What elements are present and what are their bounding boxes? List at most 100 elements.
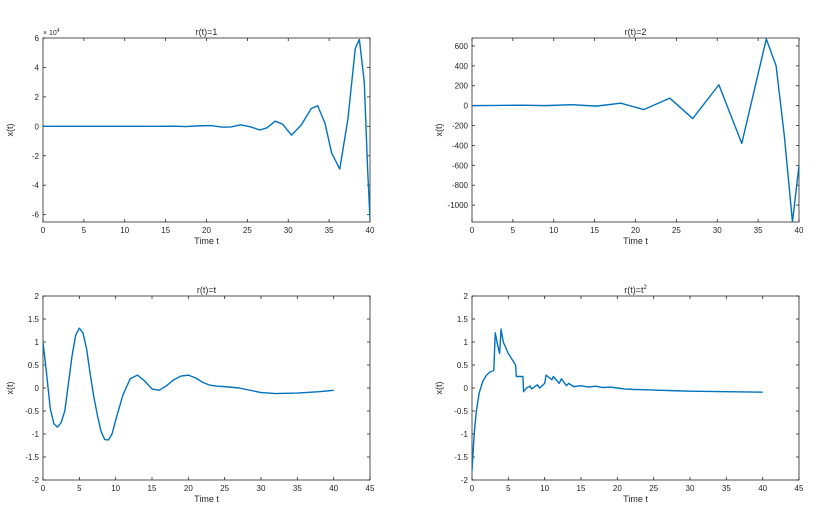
y-tick-label: 2 xyxy=(35,93,40,102)
y-tick-label: 0.5 xyxy=(28,361,40,370)
series-line-1 xyxy=(472,328,763,471)
x-tick-label: 40 xyxy=(329,484,338,493)
y-tick-label: -600 xyxy=(452,161,469,170)
y-tick-label: -0.5 xyxy=(25,407,39,416)
y-tick-label: -1 xyxy=(461,430,469,439)
x-tick-label: 20 xyxy=(631,226,640,235)
chart-title-text: r(t)=t xyxy=(197,285,217,295)
x-tick-label: 40 xyxy=(366,226,375,235)
x-tick-label: 30 xyxy=(284,226,293,235)
x-tick-label: 35 xyxy=(722,484,731,493)
x-tick-label: 5 xyxy=(506,484,511,493)
x-tick-label: 25 xyxy=(220,484,229,493)
y-exponent-label: × 104 xyxy=(43,28,60,37)
x-tick-label: 35 xyxy=(325,226,334,235)
y-tick-label: -1.5 xyxy=(454,453,468,462)
y-tick-label: -2 xyxy=(461,476,469,485)
x-tick-label: 10 xyxy=(549,226,558,235)
chart-title-text: r(t)=t xyxy=(624,285,644,295)
y-tick-label: 1 xyxy=(35,338,40,347)
y-tick-label: -1000 xyxy=(448,201,469,210)
x-tick-label: 35 xyxy=(754,226,763,235)
y-tick-label: 6 xyxy=(35,34,40,43)
chart-panel-3: 0 5 10 15 20 25 30 35 40 45 -2 -1.5 -1 -0.5 0 0.5 1 1.5 2 T… xyxy=(5,285,375,504)
y-exponent-base: × 10 xyxy=(43,30,57,37)
x-tick-label: 45 xyxy=(795,484,804,493)
y-tick-label: 1 xyxy=(464,338,469,347)
y-tick-label: -800 xyxy=(452,181,469,190)
chart-title: r(t)=1 xyxy=(196,27,218,37)
y-tick-label: 0 xyxy=(35,122,40,131)
y-tick-label: 0 xyxy=(35,384,40,393)
y-tick-label: -1.5 xyxy=(25,453,39,462)
series-line-1 xyxy=(43,327,334,441)
chart-panel-4: 0 5 10 15 20 25 30 35 40 45 -2 -1.5 -1 -0.5 0 0.5 1 1.5 2 T… xyxy=(434,285,804,504)
y-tick-label: 0 xyxy=(464,102,469,111)
chart-title-text: r(t)=1 xyxy=(196,27,218,37)
chart-title: r(t)=t2 xyxy=(624,285,647,295)
y-tick-label: -2 xyxy=(32,152,40,161)
axes-box xyxy=(42,37,371,223)
x-tick-label: 15 xyxy=(590,226,599,235)
x-tick-label: 20 xyxy=(202,226,211,235)
x-tick-label: 10 xyxy=(120,226,129,235)
x-tick-label: 5 xyxy=(82,226,87,235)
axes-box xyxy=(471,37,800,223)
chart-panel-2: 0 5 10 15 20 25 30 35 40 -1000 -800 -600 -400 -200 0 20… xyxy=(434,27,804,246)
x-tick-label: 15 xyxy=(577,484,586,493)
x-tick-label: 0 xyxy=(470,484,475,493)
x-tick-label: 10 xyxy=(111,484,120,493)
y-tick-label: 0.5 xyxy=(457,361,469,370)
y-tick-label: -1 xyxy=(32,430,40,439)
chart-title-text: r(t)=2 xyxy=(625,27,647,37)
y-axis-label: x(t) xyxy=(5,382,15,395)
y-exponent-power: 4 xyxy=(57,28,60,34)
series-line-1 xyxy=(472,38,799,222)
y-tick-label: 400 xyxy=(455,62,469,71)
y-tick-label: -6 xyxy=(32,211,40,220)
x-tick-label: 40 xyxy=(795,226,804,235)
y-tick-label: -400 xyxy=(452,141,469,150)
x-axis-label: Time t xyxy=(623,236,648,246)
y-tick-label: 200 xyxy=(455,82,469,91)
x-tick-label: 0 xyxy=(470,226,475,235)
x-tick-label: 15 xyxy=(148,484,157,493)
x-tick-label: 20 xyxy=(613,484,622,493)
x-tick-label: 0 xyxy=(41,226,46,235)
y-tick-label: -200 xyxy=(452,122,469,131)
y-axis-label: x(t) xyxy=(434,124,444,137)
y-tick-label: 4 xyxy=(35,63,40,72)
x-axis-label: Time t xyxy=(194,236,219,246)
axes-box xyxy=(471,295,800,481)
chart-title-superscript: 2 xyxy=(643,285,647,291)
x-tick-label: 30 xyxy=(686,484,695,493)
x-tick-label: 35 xyxy=(293,484,302,493)
x-tick-label: 30 xyxy=(257,484,266,493)
x-tick-label: 5 xyxy=(511,226,516,235)
chart-panel-1: 0 5 10 15 20 25 30 35 40 -6 -4 -2 0 2 4 6 Time t x(t) r(t)… xyxy=(5,27,375,246)
x-tick-label: 10 xyxy=(540,484,549,493)
y-tick-label: 1.5 xyxy=(457,315,469,324)
series-line-1 xyxy=(43,38,370,220)
y-axis-label: x(t) xyxy=(434,382,444,395)
y-tick-label: 2 xyxy=(35,292,40,301)
x-axis-label: Time t xyxy=(623,494,648,504)
y-tick-label: -0.5 xyxy=(454,407,468,416)
x-tick-label: 45 xyxy=(366,484,375,493)
chart-title: r(t)=2 xyxy=(625,27,647,37)
chart-title: r(t)=t xyxy=(197,285,217,295)
y-tick-label: 0 xyxy=(464,384,469,393)
x-tick-label: 30 xyxy=(713,226,722,235)
y-tick-label: -4 xyxy=(32,181,40,190)
y-axis-label: x(t) xyxy=(5,124,15,137)
x-tick-label: 25 xyxy=(243,226,252,235)
y-tick-label: 600 xyxy=(455,42,469,51)
x-axis-label: Time t xyxy=(194,494,219,504)
x-tick-label: 5 xyxy=(77,484,82,493)
x-tick-label: 40 xyxy=(758,484,767,493)
x-tick-label: 20 xyxy=(184,484,193,493)
x-tick-label: 25 xyxy=(649,484,658,493)
x-tick-label: 15 xyxy=(161,226,170,235)
x-tick-label: 25 xyxy=(672,226,681,235)
